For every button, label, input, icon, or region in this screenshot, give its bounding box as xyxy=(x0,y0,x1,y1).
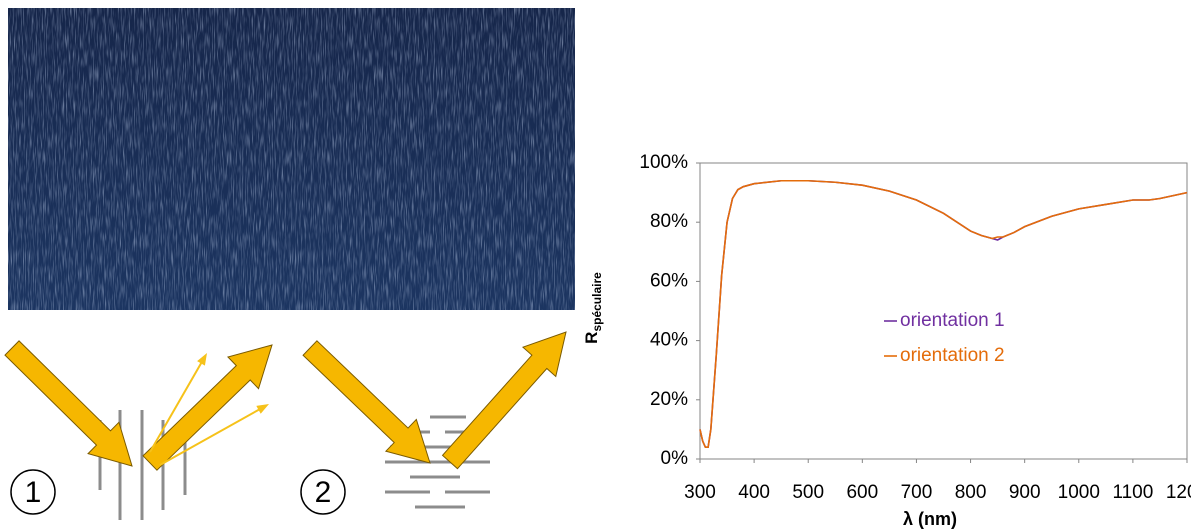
x-tick-label: 400 xyxy=(738,482,770,503)
diagram-label: 1 xyxy=(25,476,42,509)
diagram: 1 2 xyxy=(4,331,567,520)
y-tick-label: 100% xyxy=(639,152,688,173)
legend-label: orientation 2 xyxy=(900,345,1005,366)
y-axis-label-main: R xyxy=(582,332,601,344)
y-axis-label: Rspéculaire xyxy=(582,272,604,344)
label-circle xyxy=(300,469,346,515)
x-tick-label: 500 xyxy=(792,482,824,503)
y-tick-label: 80% xyxy=(650,211,688,232)
y-tick-label: 40% xyxy=(650,330,688,351)
data-line xyxy=(699,179,1188,448)
x-tick-label: 600 xyxy=(846,482,878,503)
legend-label: orientation 1 xyxy=(900,310,1005,331)
x-axis-label: λ (nm) xyxy=(903,509,957,529)
arrow xyxy=(142,344,273,471)
diagram-label: 2 xyxy=(315,476,332,509)
arrow xyxy=(159,404,269,466)
vertical-grooves xyxy=(98,410,187,520)
x-tick-label: 300 xyxy=(684,482,716,503)
arrow xyxy=(149,353,207,453)
y-tick-label: 0% xyxy=(661,448,689,469)
arrow xyxy=(441,331,567,470)
photo xyxy=(8,8,575,310)
y-tick-label: 60% xyxy=(650,270,688,291)
x-tick-label: 700 xyxy=(901,482,933,503)
arrow xyxy=(4,340,133,467)
x-tick-label: 800 xyxy=(955,482,987,503)
x-tick-label: 1000 xyxy=(1058,482,1100,503)
arrow xyxy=(302,340,431,464)
y-tick-label: 20% xyxy=(650,389,688,410)
x-tick-label: 900 xyxy=(1009,482,1041,503)
y-axis-label-subscript: spéculaire xyxy=(590,272,604,332)
label-circle xyxy=(10,469,56,515)
x-tick-label: 1200 xyxy=(1166,482,1191,503)
plot-frame xyxy=(699,162,1188,460)
x-tick-label: 1100 xyxy=(1112,482,1153,503)
